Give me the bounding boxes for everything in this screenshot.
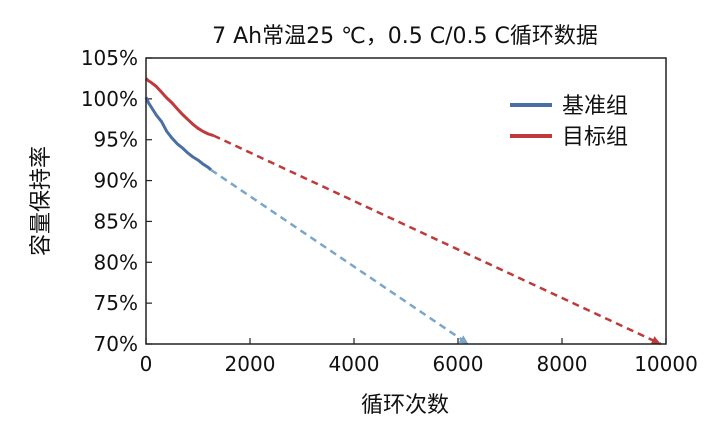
legend-label: 基准组	[562, 94, 628, 119]
y-tick-label: 85%	[94, 209, 138, 233]
y-tick-label: 70%	[94, 332, 138, 356]
plot-frame	[145, 57, 667, 345]
y-axis-label: 容量保持率	[29, 146, 54, 256]
series-line	[144, 96, 213, 172]
x-axis-label: 循环次数	[361, 393, 449, 418]
x-tick-label: 0	[140, 352, 153, 376]
arrow-head	[458, 335, 469, 344]
y-tick-labels: 70% 75% 80% 85% 90% 95% 100% 105%	[81, 46, 138, 356]
series-line	[144, 77, 215, 138]
x-tick-label: 6000	[433, 352, 484, 376]
series-extrapolation-line	[210, 168, 470, 346]
y-tick-label: 95%	[94, 128, 138, 152]
x-tick-label: 10000	[634, 352, 698, 376]
x-tick-labels: 0 2000 4000 6000 8000 10000	[140, 352, 698, 376]
series-group	[144, 77, 662, 346]
y-tick-label: 90%	[94, 169, 138, 193]
x-tick-label: 2000	[225, 352, 276, 376]
legend-label: 目标组	[562, 125, 628, 150]
y-tick-label: 80%	[94, 250, 138, 274]
x-tick-label: 8000	[537, 352, 588, 376]
y-tick-label: 105%	[81, 46, 138, 70]
x-tick-label: 4000	[329, 352, 380, 376]
arrow-head	[650, 336, 661, 345]
y-tick-label: 100%	[81, 87, 138, 111]
chart-title: 7 Ah常温25 ℃，0.5 C/0.5 C循环数据	[212, 24, 598, 49]
y-tick-label: 75%	[94, 291, 138, 315]
series-extrapolation-line	[213, 134, 662, 346]
